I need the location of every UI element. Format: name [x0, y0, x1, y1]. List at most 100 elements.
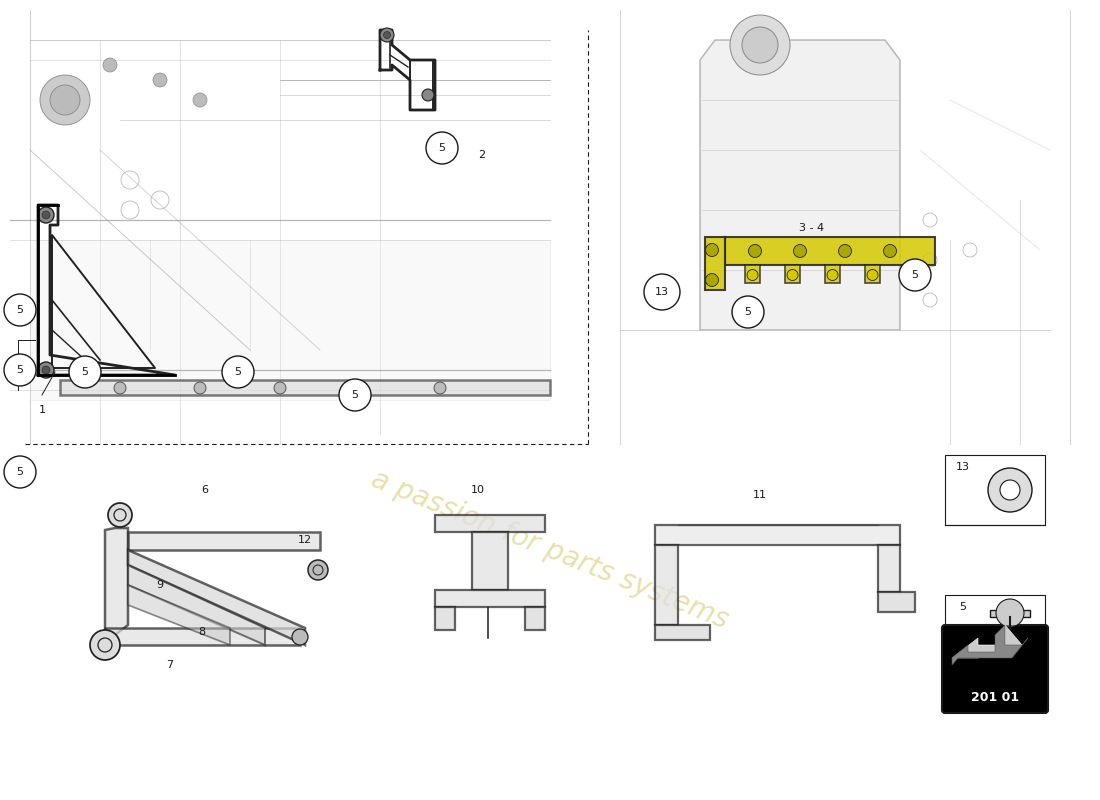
Circle shape	[50, 85, 80, 115]
Polygon shape	[60, 380, 550, 395]
Polygon shape	[825, 265, 840, 283]
Polygon shape	[128, 565, 265, 645]
Text: 5: 5	[16, 365, 23, 375]
Text: 10: 10	[471, 485, 485, 495]
Circle shape	[379, 28, 394, 42]
Circle shape	[908, 270, 918, 281]
Circle shape	[793, 245, 806, 258]
Text: 5: 5	[912, 270, 918, 280]
Circle shape	[69, 356, 101, 388]
Circle shape	[732, 296, 764, 328]
Text: 201 01: 201 01	[971, 691, 1019, 704]
Bar	[945, 595, 1045, 665]
Text: 6: 6	[201, 485, 209, 495]
Text: 5: 5	[81, 367, 88, 377]
Polygon shape	[434, 607, 455, 630]
Circle shape	[354, 382, 366, 394]
Circle shape	[786, 270, 798, 281]
FancyBboxPatch shape	[942, 625, 1048, 713]
Polygon shape	[434, 515, 544, 532]
Circle shape	[705, 274, 718, 286]
Circle shape	[384, 31, 390, 38]
Text: a passion for parts systems: a passion for parts systems	[367, 466, 733, 634]
Text: 8: 8	[198, 627, 206, 637]
Polygon shape	[705, 237, 725, 290]
Circle shape	[292, 629, 308, 645]
Circle shape	[426, 132, 458, 164]
Polygon shape	[952, 625, 1028, 665]
Polygon shape	[878, 592, 915, 612]
Text: 1: 1	[39, 405, 45, 415]
Polygon shape	[104, 628, 300, 645]
Circle shape	[748, 245, 761, 258]
Circle shape	[422, 89, 435, 101]
Circle shape	[747, 270, 758, 281]
Polygon shape	[725, 237, 935, 265]
Text: 13: 13	[956, 462, 970, 472]
Circle shape	[39, 362, 54, 378]
Circle shape	[222, 356, 254, 388]
Text: 9: 9	[156, 580, 164, 590]
Polygon shape	[905, 265, 920, 283]
Text: 3 - 4: 3 - 4	[800, 223, 825, 233]
Circle shape	[988, 468, 1032, 512]
Polygon shape	[785, 265, 800, 283]
Circle shape	[308, 560, 328, 580]
Text: 5: 5	[16, 467, 23, 477]
Circle shape	[883, 245, 896, 258]
Circle shape	[899, 259, 931, 291]
Circle shape	[644, 274, 680, 310]
Polygon shape	[878, 545, 900, 592]
Circle shape	[90, 630, 120, 660]
Polygon shape	[104, 528, 128, 635]
Circle shape	[274, 382, 286, 394]
Circle shape	[42, 366, 50, 374]
Text: 2: 2	[478, 150, 485, 160]
Polygon shape	[30, 240, 550, 400]
Text: 13: 13	[654, 287, 669, 297]
Circle shape	[838, 245, 851, 258]
Circle shape	[4, 456, 36, 488]
Circle shape	[1000, 480, 1020, 500]
Polygon shape	[525, 607, 544, 630]
Circle shape	[730, 15, 790, 75]
Text: 5: 5	[439, 143, 446, 153]
Circle shape	[194, 382, 206, 394]
Circle shape	[705, 243, 718, 257]
Text: 5: 5	[959, 602, 967, 612]
Text: 5: 5	[16, 305, 23, 315]
Circle shape	[339, 379, 371, 411]
Text: 5: 5	[352, 390, 359, 400]
Circle shape	[4, 354, 36, 386]
Polygon shape	[434, 590, 544, 607]
Polygon shape	[128, 550, 305, 645]
Polygon shape	[654, 525, 900, 545]
Text: 12: 12	[298, 535, 312, 545]
Polygon shape	[654, 545, 678, 625]
Text: 11: 11	[754, 490, 767, 500]
Circle shape	[4, 294, 36, 326]
Polygon shape	[472, 532, 508, 590]
Circle shape	[40, 75, 90, 125]
Polygon shape	[128, 585, 230, 645]
Circle shape	[108, 503, 132, 527]
Circle shape	[867, 270, 878, 281]
Polygon shape	[865, 265, 880, 283]
Circle shape	[114, 382, 126, 394]
Circle shape	[103, 58, 117, 72]
Circle shape	[434, 382, 446, 394]
Polygon shape	[654, 625, 710, 640]
Polygon shape	[128, 532, 320, 550]
Text: 7: 7	[166, 660, 174, 670]
Polygon shape	[990, 610, 1030, 617]
Circle shape	[153, 73, 167, 87]
Circle shape	[192, 93, 207, 107]
Text: 5: 5	[745, 307, 751, 317]
Circle shape	[39, 207, 54, 223]
Polygon shape	[952, 625, 1022, 658]
Circle shape	[827, 270, 838, 281]
Polygon shape	[745, 265, 760, 283]
Text: 5: 5	[234, 367, 242, 377]
Circle shape	[42, 211, 50, 219]
Circle shape	[996, 599, 1024, 627]
